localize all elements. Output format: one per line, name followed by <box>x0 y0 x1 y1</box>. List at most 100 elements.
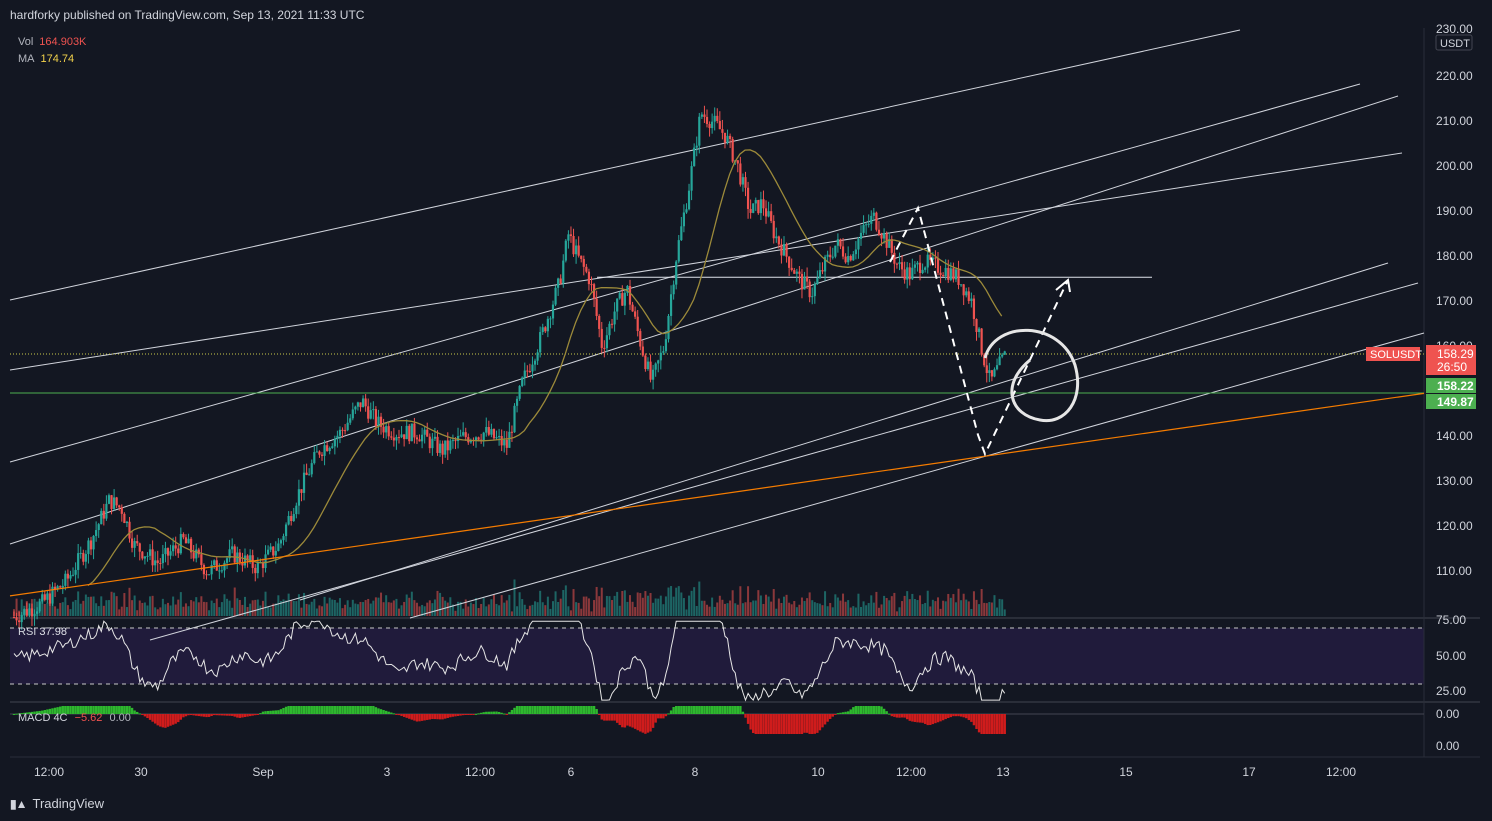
price-axis[interactable]: 230.00 220.00 210.00 200.00 190.00 180.0… <box>1436 22 1473 578</box>
macd-bar <box>515 706 519 714</box>
candle-body <box>61 585 64 588</box>
macd-bar <box>282 707 285 714</box>
volume-bar <box>236 598 239 616</box>
volume-bar <box>985 603 988 616</box>
candle-body <box>590 284 593 286</box>
volume-bar <box>105 600 108 616</box>
macd-bar <box>767 714 770 734</box>
macd-bar <box>721 706 724 714</box>
candle-body <box>698 116 701 146</box>
volume-bar <box>223 594 226 616</box>
ma-legend[interactable]: MA 174.74 <box>18 53 74 65</box>
macd-bar <box>120 706 123 714</box>
volume-bar <box>895 611 898 616</box>
volume-bar <box>354 603 357 616</box>
currency-badge[interactable] <box>1435 34 1473 51</box>
macd-bar <box>123 706 126 714</box>
macd-bar <box>287 706 290 714</box>
macd-bar <box>325 706 329 714</box>
channel-line <box>9 83 1361 463</box>
volume-bar <box>708 606 711 616</box>
candle-body <box>546 318 549 332</box>
volume-bar <box>757 590 760 616</box>
volume-bar <box>767 596 770 616</box>
candle-body <box>156 560 159 563</box>
macd-bar <box>952 714 955 717</box>
volume-bar <box>770 601 773 616</box>
candle-body <box>960 284 963 286</box>
candle-body <box>295 505 298 515</box>
volume-bar <box>297 594 300 616</box>
candle-body <box>213 560 216 566</box>
macd-bar <box>110 706 113 714</box>
macd-bar <box>585 706 588 714</box>
candle-body <box>936 258 940 273</box>
macd-bar <box>195 714 198 716</box>
macd-bar <box>210 714 213 717</box>
macd-bar <box>97 706 100 714</box>
volume-bar <box>944 601 947 616</box>
volume-bar <box>972 591 975 616</box>
volume-bar <box>926 590 929 616</box>
candle-body <box>949 268 952 280</box>
macd-bar <box>790 714 793 734</box>
macd-bar <box>544 706 547 714</box>
macd-bar <box>197 714 200 717</box>
price-pane[interactable] <box>10 28 1424 618</box>
time-axis[interactable]: 12:00 30 Sep 3 12:00 6 8 10 12:00 13 15 … <box>34 765 1356 779</box>
macd-bar <box>972 714 976 726</box>
candle-body <box>79 552 82 554</box>
volume-bar <box>505 600 508 616</box>
volume-bar <box>752 600 755 616</box>
candle-body <box>25 609 28 616</box>
macd-bar <box>143 714 147 717</box>
macd-bar <box>908 714 911 721</box>
macd-bar <box>980 714 983 734</box>
volume-legend[interactable]: Vol 164.903K <box>18 36 86 48</box>
macd-bar <box>636 714 639 731</box>
volume-bar <box>20 599 23 616</box>
candle-body <box>721 129 724 133</box>
volume-bar <box>713 606 716 616</box>
candle-body <box>636 316 639 332</box>
volume-bar <box>164 604 167 616</box>
macd-bar <box>12 714 16 715</box>
volume-bar <box>385 595 388 616</box>
volume-bar <box>218 607 221 616</box>
candle-body <box>397 437 401 439</box>
volume-bar <box>15 598 18 616</box>
volume-bar <box>990 602 993 616</box>
volume-bar <box>954 602 957 616</box>
candle-body <box>867 223 870 225</box>
macd-bar <box>818 714 822 731</box>
volume-bar <box>739 586 742 616</box>
macd-bar <box>482 712 485 714</box>
macd-bar <box>672 706 675 714</box>
macd-bar <box>785 714 788 734</box>
macd-bar <box>441 714 444 720</box>
volume-bar <box>657 598 660 616</box>
rsi-legend[interactable]: RSI 37.98 <box>18 626 67 638</box>
macd-bar <box>94 706 98 714</box>
macd-legend[interactable]: MACD 4C −5.62 0.00 <box>18 712 131 724</box>
macd-bar <box>200 714 203 717</box>
candle-body <box>808 281 811 298</box>
volume-bar <box>1001 599 1004 616</box>
candle-body <box>990 370 993 377</box>
tradingview-brand[interactable]: ▮▲ TradingView <box>10 796 104 811</box>
macd-bar <box>367 706 370 714</box>
volume-bar <box>790 604 793 616</box>
volume-bar <box>344 604 347 616</box>
macd-bar <box>877 706 881 714</box>
volume-bar <box>43 604 46 616</box>
candle-body <box>408 425 411 442</box>
volume-bar <box>749 602 752 616</box>
candle-body <box>877 229 881 235</box>
volume-bar <box>611 600 614 616</box>
macd-bar <box>890 714 893 717</box>
candle-body <box>757 200 760 214</box>
candle-body <box>505 439 508 448</box>
candle-body <box>136 541 139 544</box>
macd-bar <box>834 714 837 715</box>
